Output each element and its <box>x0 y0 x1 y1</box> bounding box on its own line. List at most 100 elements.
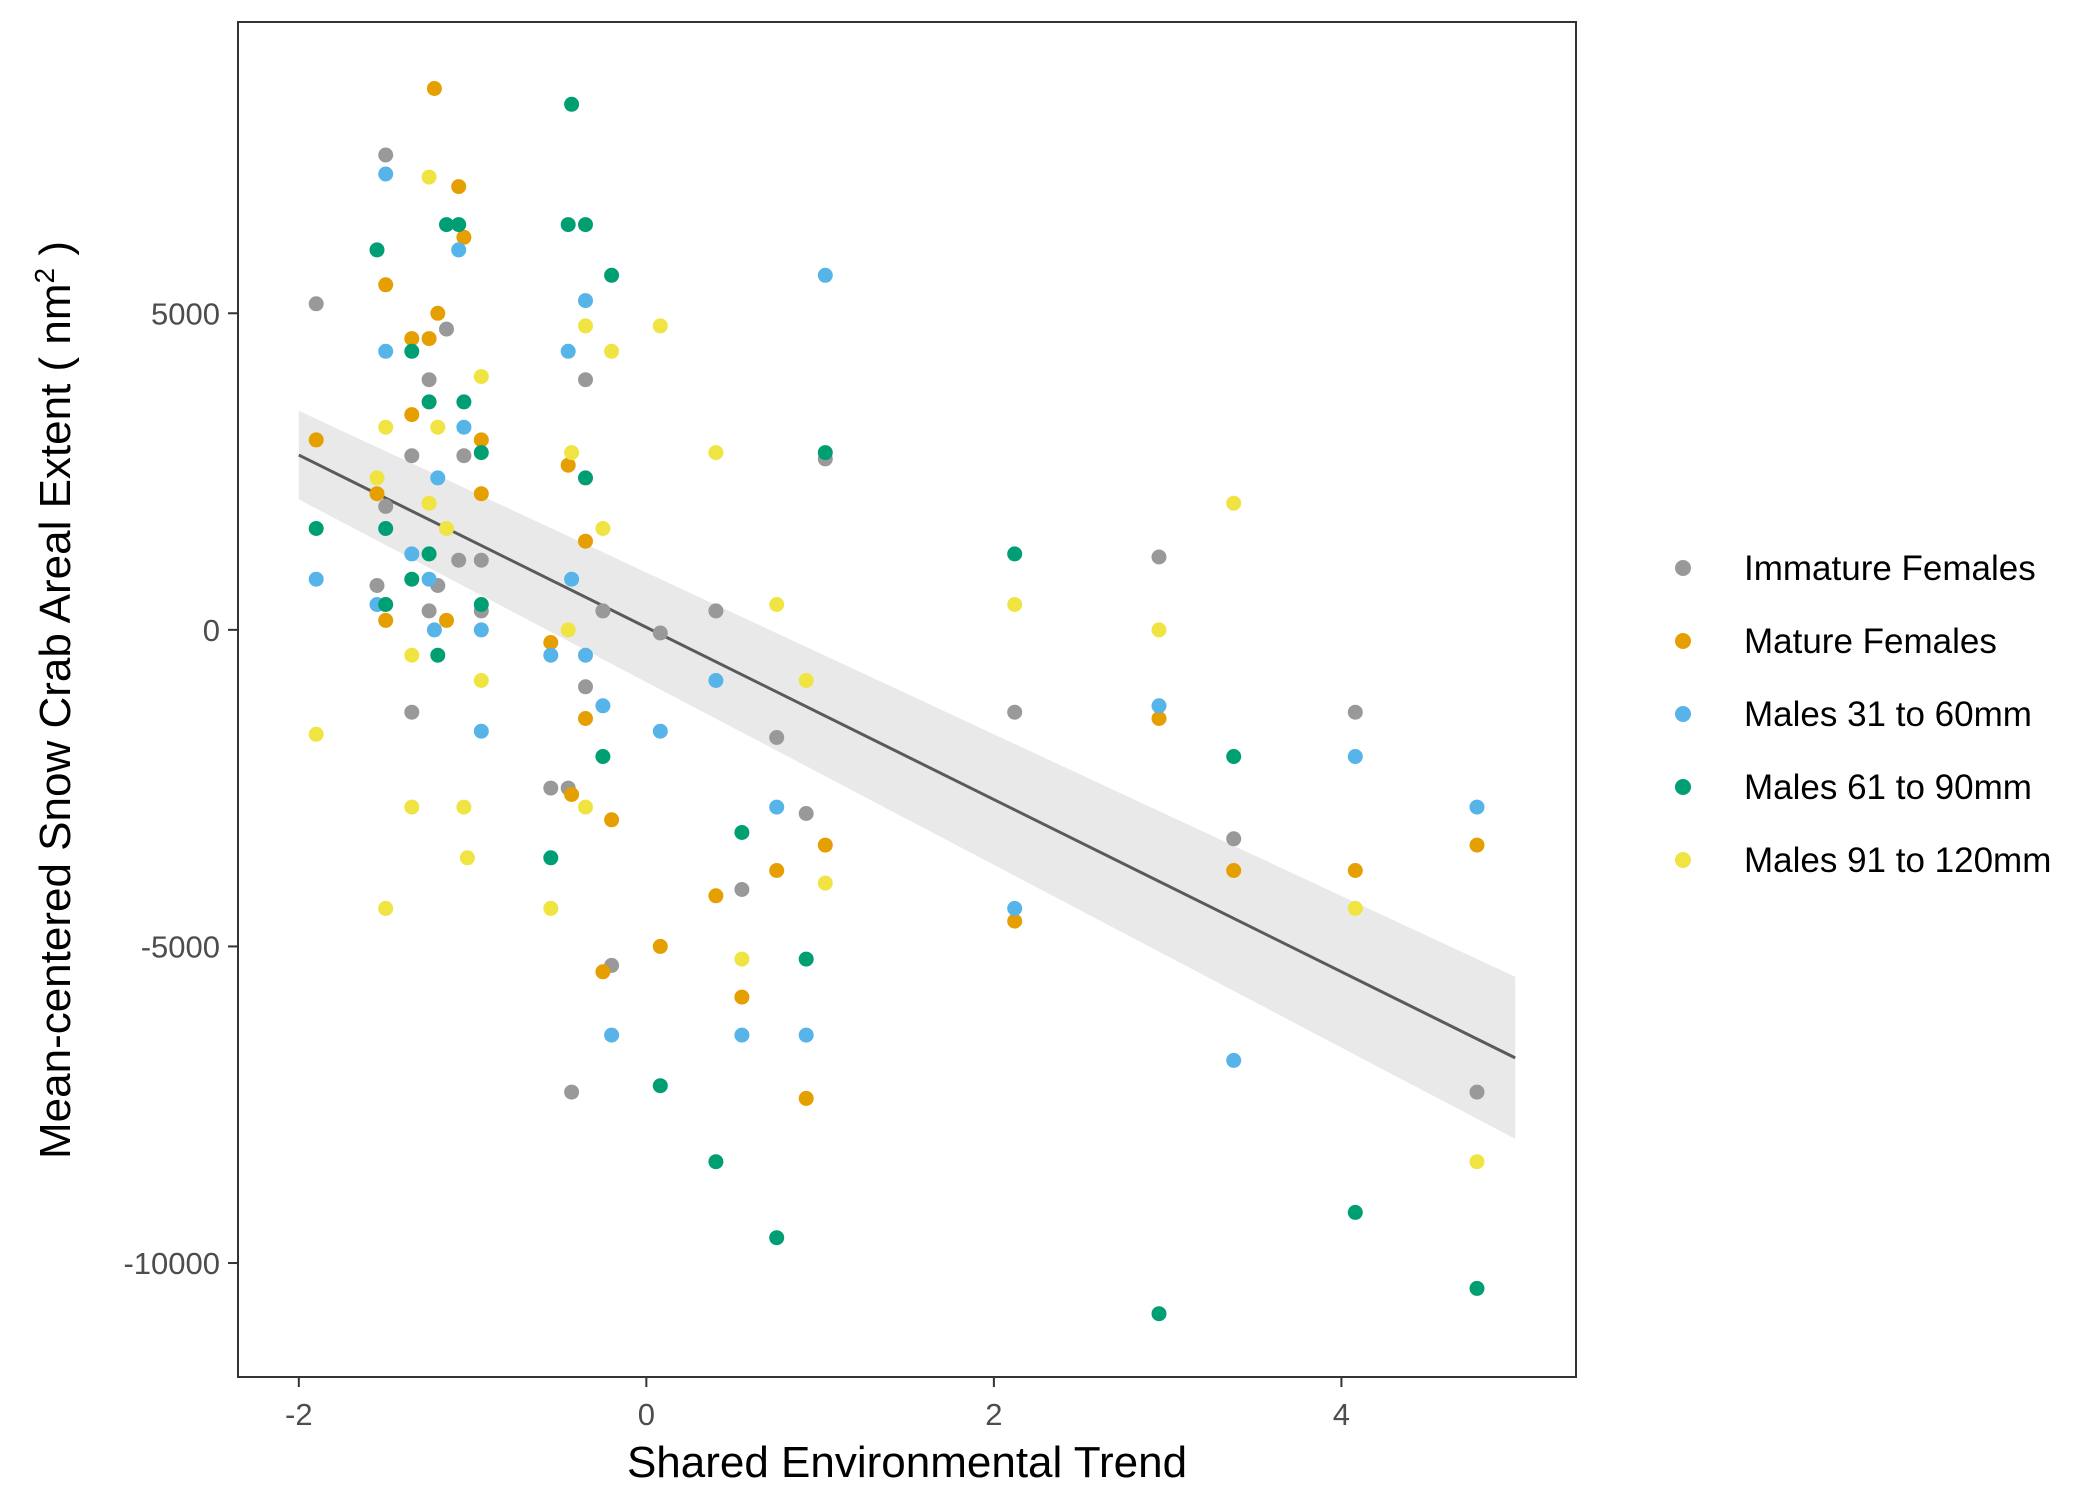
legend-label-immature-females: Immature Females <box>1744 549 2036 588</box>
data-point-males-31-to-60mm <box>560 343 576 359</box>
data-point-mature-females <box>1226 863 1242 878</box>
legend: Immature Females Mature Females Males 31 t… <box>1675 549 2051 880</box>
data-point-mature-females <box>1151 711 1167 726</box>
confidence-band <box>298 410 1516 1139</box>
data-point-mature-females <box>817 837 833 853</box>
data-point-males-61-to-90mm <box>564 96 580 112</box>
data-point-immature-females <box>473 552 489 568</box>
x-axis-title: Shared Environmental Trend <box>627 1438 1187 1487</box>
data-point-mature-females <box>578 711 593 726</box>
data-point-mature-females <box>378 277 394 293</box>
plot-panel-border <box>237 21 1577 1378</box>
y-tick-label: 0 <box>203 613 220 648</box>
data-point-males-91-to-120mm <box>404 647 420 663</box>
data-point-males-91-to-120mm <box>430 419 446 435</box>
data-point-mature-females <box>769 863 785 878</box>
data-point-males-61-to-90mm <box>708 1154 724 1170</box>
data-point-males-31-to-60mm <box>652 723 668 739</box>
data-point-males-91-to-120mm <box>459 850 475 866</box>
y-axis: 5000 0 -5000 -10000 <box>123 296 238 1281</box>
data-point-males-31-to-60mm <box>473 723 489 739</box>
data-point-immature-females <box>595 603 611 619</box>
data-point-males-91-to-120mm <box>769 597 785 612</box>
y-tick-label: -10000 <box>123 1246 220 1281</box>
data-point-immature-females <box>308 296 324 312</box>
data-point-males-91-to-120mm <box>578 318 593 334</box>
x-tick-label: 2 <box>985 1397 1002 1432</box>
data-point-mature-females <box>439 612 454 628</box>
data-point-mature-females <box>430 305 446 321</box>
data-point-mature-females <box>421 331 437 347</box>
data-point-males-61-to-90mm <box>817 445 833 461</box>
data-point-males-61-to-90mm <box>769 1230 785 1246</box>
data-point-mature-females <box>473 432 489 448</box>
data-point-males-31-to-60mm <box>543 647 559 663</box>
data-point-males-61-to-90mm <box>1469 1280 1485 1296</box>
data-point-males-91-to-120mm <box>378 419 394 435</box>
data-point-males-61-to-90mm <box>1007 546 1023 562</box>
data-point-immature-females <box>1347 704 1363 720</box>
data-point-immature-females <box>1469 1084 1485 1100</box>
data-point-males-31-to-60mm <box>817 267 833 283</box>
data-point-males-91-to-120mm <box>604 343 620 359</box>
data-point-mature-females <box>404 407 420 423</box>
data-point-males-61-to-90mm <box>560 217 576 233</box>
data-point-males-31-to-60mm <box>769 799 785 815</box>
data-point-males-31-to-60mm <box>404 546 420 562</box>
data-point-males-61-to-90mm <box>543 850 559 866</box>
data-point-immature-females <box>564 1084 580 1100</box>
regression-line-layer <box>298 453 1516 1060</box>
data-point-mature-females <box>1469 837 1485 853</box>
data-point-males-61-to-90mm <box>421 546 437 562</box>
data-point-males-91-to-120mm <box>817 875 833 891</box>
data-point-immature-females <box>439 321 454 337</box>
data-point-males-31-to-60mm <box>1007 900 1023 916</box>
x-tick-label: 4 <box>1333 1397 1350 1432</box>
data-point-mature-females <box>426 81 442 96</box>
data-point-males-91-to-120mm <box>595 521 611 536</box>
data-point-immature-females <box>1226 831 1242 847</box>
data-point-mature-females <box>543 635 559 650</box>
data-point-males-91-to-120mm <box>369 470 385 486</box>
data-point-males-61-to-90mm <box>421 394 437 410</box>
regression-line <box>298 453 1516 1060</box>
legend-key-immature-females <box>1675 560 1691 576</box>
data-point-males-31-to-60mm <box>1347 749 1363 764</box>
y-axis-title-main: Mean-centered Snow Crab Areal Extent ( n… <box>31 283 80 1159</box>
data-point-mature-females <box>798 1090 814 1106</box>
data-point-males-91-to-120mm <box>421 495 437 511</box>
data-point-males-31-to-60mm <box>421 571 437 587</box>
data-point-males-31-to-60mm <box>798 1027 814 1043</box>
data-point-immature-females <box>451 552 467 568</box>
data-point-mature-females <box>1347 863 1363 878</box>
legend-label-mature-females: Mature Females <box>1744 622 1997 661</box>
data-point-males-91-to-120mm <box>421 169 437 185</box>
data-point-males-91-to-120mm <box>734 951 750 967</box>
data-point-males-61-to-90mm <box>473 445 489 461</box>
data-point-males-91-to-120mm <box>564 445 580 461</box>
data-point-males-31-to-60mm <box>451 242 467 258</box>
data-points-layer <box>308 81 1485 1322</box>
data-point-males-61-to-90mm <box>578 470 593 486</box>
y-axis-title: Mean-centered Snow Crab Areal Extent ( n… <box>29 241 80 1159</box>
data-point-mature-females <box>451 179 467 195</box>
legend-label-males-61-to-90mm: Males 61 to 90mm <box>1744 768 2032 807</box>
data-point-mature-females <box>369 486 385 502</box>
data-point-immature-females <box>734 882 750 897</box>
data-point-males-31-to-60mm <box>430 470 446 486</box>
data-point-males-61-to-90mm <box>378 597 394 612</box>
data-point-males-31-to-60mm <box>564 571 580 587</box>
data-point-immature-females <box>1007 704 1023 720</box>
data-point-males-31-to-60mm <box>473 622 489 638</box>
data-point-mature-females <box>564 787 580 802</box>
data-point-mature-females <box>652 938 668 954</box>
data-point-males-61-to-90mm <box>1151 1306 1167 1322</box>
data-point-males-31-to-60mm <box>1469 799 1485 815</box>
data-point-males-91-to-120mm <box>652 318 668 334</box>
data-point-males-61-to-90mm <box>308 521 324 536</box>
data-point-males-61-to-90mm <box>439 217 454 233</box>
data-point-males-31-to-60mm <box>595 698 611 714</box>
data-point-males-91-to-120mm <box>378 900 394 916</box>
data-point-mature-females <box>560 457 576 473</box>
